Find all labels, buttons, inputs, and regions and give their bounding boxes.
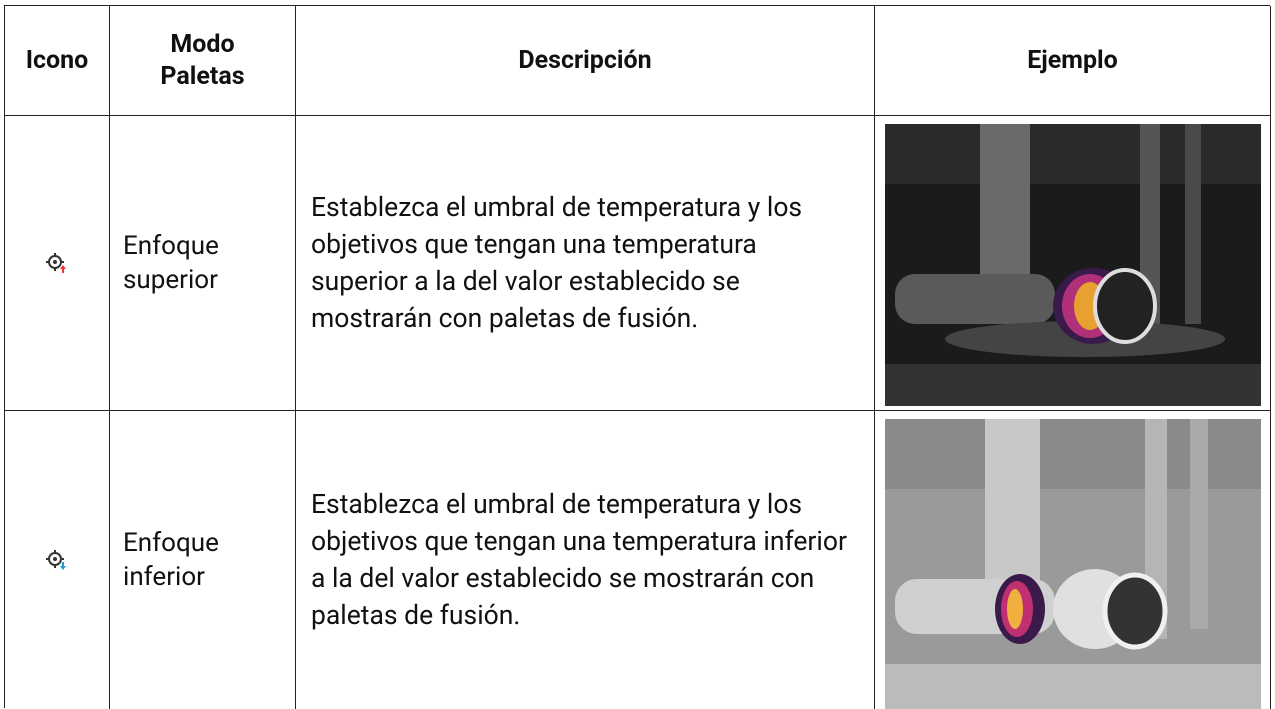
icon-cell [5,411,110,709]
header-text: Descripción [518,45,652,75]
example-cell [875,116,1271,411]
description-text: Establezca el umbral de temperatura y lo… [311,489,847,631]
description-text: Establezca el umbral de temperatura y lo… [311,192,803,334]
header-cell: Ejemplo [875,6,1271,116]
icon-cell [5,116,110,411]
header-cell: Icono [5,6,110,116]
header-cell: Modo Paletas [110,6,296,116]
thermal-example-image [884,419,1261,709]
focus-up-icon [46,253,66,273]
table: Icono Modo Paletas Descripción Ejemplo E… [4,5,1271,709]
mode-cell: Enfoque inferior [110,411,296,709]
header-text: Icono [25,45,89,75]
focus-down-icon [46,550,66,570]
mode-text: Enfoque inferior [123,528,219,592]
header-text: Ejemplo [1027,45,1118,75]
mode-text: Enfoque superior [123,231,219,295]
example-cell [875,411,1271,709]
header-cell: Descripción [296,6,875,116]
mode-cell: Enfoque superior [110,116,296,411]
thermal-example-image [884,124,1261,406]
description-cell: Establezca el umbral de temperatura y lo… [296,411,875,709]
description-cell: Establezca el umbral de temperatura y lo… [296,116,875,411]
header-text: Modo Paletas [160,29,245,91]
